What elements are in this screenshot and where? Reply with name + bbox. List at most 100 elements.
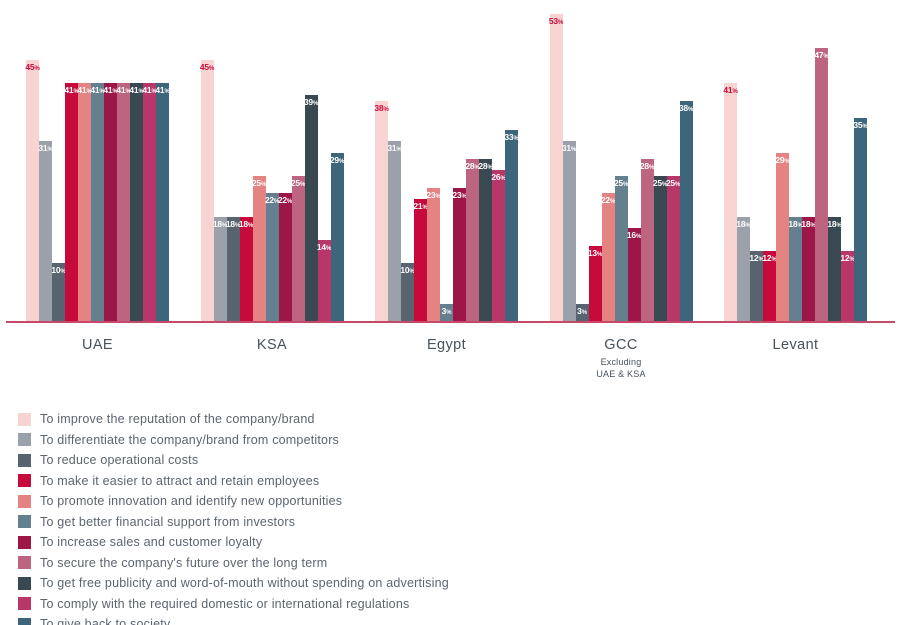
bar-value-label: 29% [775, 155, 790, 165]
legend-swatch [18, 412, 31, 426]
legend-label: To get better financial support from inv… [40, 514, 296, 529]
bar-value-label: 47% [814, 50, 829, 60]
bar-egypt-to-get-free-publicity-an: 28% [478, 159, 493, 321]
bar-group-egypt: 38% 31% 10% 21% 23% 3% 23% 28% 28% 26% 33% [374, 101, 519, 321]
bar-value-label: 29% [329, 155, 345, 165]
bar-value-label: 18% [225, 219, 241, 229]
legend-label: To give back to society [40, 617, 171, 625]
bar-value-label: 39% [303, 97, 319, 107]
bar-value-label: 23% [426, 190, 441, 200]
bar-gcc-to-give-back-to-society: 38% [678, 101, 694, 321]
bar-value-label: 41% [129, 85, 144, 95]
bar-ksa-to-comply-with-the-requi: 14% [316, 240, 332, 321]
bar-group-gcc: 53% 31% 3% 13% 22% 25% 16% 28% 25% 25% 38% [548, 14, 694, 321]
legend-label: To comply with the required domestic or … [40, 596, 410, 611]
bar-value-label: 41% [103, 85, 118, 95]
bar-value-label: 26% [491, 172, 506, 182]
bar-value-label: 10% [400, 265, 415, 275]
bar-levant-to-get-free-publicity-an: 18% [827, 217, 842, 321]
legend-swatch [18, 474, 31, 488]
legend-swatch [18, 576, 31, 590]
legend-item-to-get-better-financial-suppor: To get better financial support from inv… [18, 515, 911, 529]
category-label-ksa: KSA [256, 337, 288, 353]
grouped-bar-chart: 45% 31% 10% 41% 41% 41% 41% 41% 41% 41% 41% 45% 18% 1… [6, 14, 895, 323]
bar-value-label: 22% [600, 195, 616, 205]
bar-ksa-to-get-better-financial-: 22% [264, 193, 280, 321]
bar-uae-to-promote-innovation-an: 41% [77, 83, 92, 321]
bar-ksa-to-promote-innovation-an: 25% [251, 176, 267, 321]
bar-group-ksa: 45% 18% 18% 18% 25% 22% 22% 25% 39% 14% 29% [200, 60, 345, 321]
bar-ksa-to-differentiate-the-com: 18% [212, 217, 228, 321]
bar-value-label: 13% [587, 248, 603, 258]
bar-value-label: 53% [548, 16, 564, 26]
bar-uae-to-differentiate-the-com: 31% [38, 141, 53, 321]
bar-gcc-to-improve-the-reputatio: 53% [548, 14, 564, 321]
bar-egypt-to-promote-innovation-an: 23% [426, 188, 441, 321]
bar-gcc-to-promote-innovation-an: 22% [600, 193, 616, 321]
bar-value-label: 28% [478, 161, 493, 171]
bar-value-label: 16% [626, 230, 642, 240]
bar-levant-to-promote-innovation-an: 29% [775, 153, 790, 321]
category-labels: UAE KSA Egypt GCC Excluding UAE & KSA Levant [26, 337, 867, 380]
bar-value-label: 31% [387, 143, 402, 153]
legend-label: To improve the reputation of the company… [40, 412, 315, 427]
bar-value-label: 41% [116, 85, 131, 95]
bar-value-label: 22% [264, 195, 280, 205]
bar-value-label: 18% [238, 219, 254, 229]
bar-value-label: 38% [678, 103, 694, 113]
bar-value-label: 31% [38, 143, 53, 153]
bar-value-label: 23% [452, 190, 467, 200]
bar-value-label: 25% [665, 178, 681, 188]
bar-levant-to-comply-with-the-requi: 12% [840, 251, 855, 321]
legend-item-to-differentiate-the-company-b: To differentiate the company/brand from … [18, 433, 911, 447]
bar-uae-to-improve-the-reputatio: 45% [25, 60, 40, 321]
legend-label: To increase sales and customer loyalty [40, 535, 263, 550]
bar-value-label: 28% [465, 161, 480, 171]
bar-value-label: 21% [413, 201, 428, 211]
legend-label: To make it easier to attract and retain … [40, 473, 320, 488]
bar-ksa-to-give-back-to-society: 29% [329, 153, 345, 321]
legend-item-to-promote-innovation-and-iden: To promote innovation and identify new o… [18, 494, 911, 508]
bar-uae-to-get-free-publicity-an: 41% [129, 83, 144, 321]
bar-ksa-to-get-free-publicity-an: 39% [303, 95, 319, 321]
bar-value-label: 18% [801, 219, 816, 229]
bar-egypt-to-differentiate-the-com: 31% [387, 141, 402, 321]
bar-value-label: 25% [251, 178, 267, 188]
bar-value-label: 3% [441, 306, 452, 316]
bar-value-label: 35% [853, 120, 868, 130]
bar-value-label: 41% [77, 85, 92, 95]
bar-value-label: 31% [561, 143, 577, 153]
category-label-uae: UAE [81, 337, 113, 353]
bar-group-levant: 41% 18% 12% 12% 29% 18% 18% 47% 18% 12% 35% [723, 48, 868, 321]
x-axis-line [6, 321, 895, 323]
legend-label: To promote innovation and identify new o… [40, 494, 343, 509]
legend-item-to-make-it-easier-to-attract-a: To make it easier to attract and retain … [18, 474, 911, 488]
bar-value-label: 14% [316, 242, 332, 252]
legend-swatch [18, 433, 31, 447]
bar-value-label: 12% [762, 253, 777, 263]
bar-uae-to-make-it-easier-to-att: 41% [64, 83, 79, 321]
category-label-egypt: Egypt [426, 337, 467, 353]
legend-swatch [18, 535, 31, 549]
bar-uae-to-comply-with-the-requi: 41% [142, 83, 157, 321]
bar-gcc-to-make-it-easier-to-att: 13% [587, 246, 603, 321]
legend-label: To differentiate the company/brand from … [40, 432, 340, 447]
bar-levant-to-increase-sales-and-cu: 18% [801, 217, 816, 321]
bar-value-label: 18% [212, 219, 228, 229]
bar-value-label: 41% [64, 85, 79, 95]
bar-gcc-to-comply-with-the-requi: 25% [665, 176, 681, 321]
bar-value-label: 22% [277, 195, 293, 205]
bar-egypt-to-get-better-financial-: 3% [440, 304, 453, 321]
bar-value-label: 12% [749, 253, 764, 263]
bar-ksa-to-secure-the-company-s-: 25% [291, 176, 305, 321]
bar-levant-to-differentiate-the-com: 18% [736, 217, 751, 321]
legend-item-to-comply-with-the-required-do: To comply with the required domestic or … [18, 597, 911, 611]
bar-gcc-to-increase-sales-and-cu: 16% [626, 228, 642, 321]
legend: To improve the reputation of the company… [18, 412, 911, 625]
legend-item-to-improve-the-reputation-of-t: To improve the reputation of the company… [18, 412, 911, 426]
bar-ksa-to-make-it-easier-to-att: 18% [238, 217, 254, 321]
bar-levant-to-reduce-operational-co: 12% [749, 251, 764, 321]
bar-value-label: 18% [736, 219, 751, 229]
bar-egypt-to-give-back-to-society: 33% [504, 130, 519, 321]
